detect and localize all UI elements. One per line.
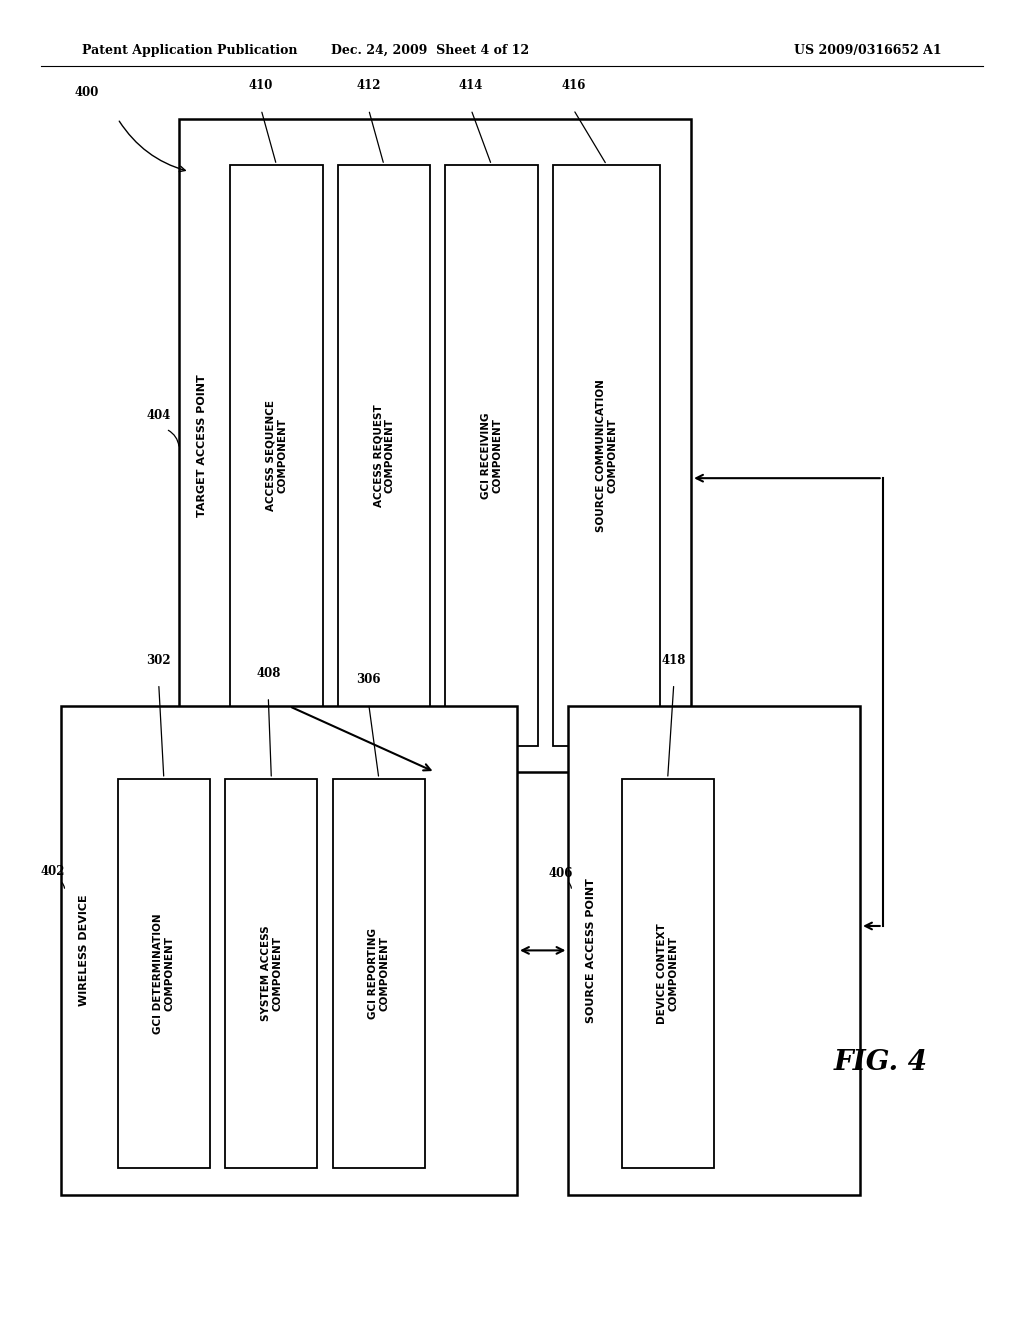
Text: 400: 400 (75, 86, 99, 99)
Text: FIG. 4: FIG. 4 (834, 1049, 928, 1076)
Text: ACCESS REQUEST
COMPONENT: ACCESS REQUEST COMPONENT (373, 404, 395, 507)
Text: Patent Application Publication: Patent Application Publication (82, 44, 297, 57)
FancyBboxPatch shape (622, 779, 714, 1168)
Text: 414: 414 (459, 79, 483, 92)
FancyBboxPatch shape (230, 165, 323, 746)
Text: ACCESS SEQUENCE
COMPONENT: ACCESS SEQUENCE COMPONENT (265, 400, 288, 511)
Text: SOURCE COMMUNICATION
COMPONENT: SOURCE COMMUNICATION COMPONENT (596, 379, 617, 532)
Text: SOURCE ACCESS POINT: SOURCE ACCESS POINT (586, 878, 596, 1023)
Text: GCI REPORTING
COMPONENT: GCI REPORTING COMPONENT (368, 928, 390, 1019)
Text: US 2009/0316652 A1: US 2009/0316652 A1 (795, 44, 942, 57)
FancyBboxPatch shape (338, 165, 430, 746)
FancyBboxPatch shape (179, 119, 691, 772)
FancyBboxPatch shape (118, 779, 210, 1168)
FancyBboxPatch shape (445, 165, 538, 746)
FancyBboxPatch shape (553, 165, 660, 746)
FancyBboxPatch shape (225, 779, 317, 1168)
Text: 418: 418 (662, 653, 686, 667)
Text: 402: 402 (41, 865, 66, 878)
Text: DEVICE CONTEXT
COMPONENT: DEVICE CONTEXT COMPONENT (656, 923, 679, 1024)
FancyBboxPatch shape (333, 779, 425, 1168)
Text: 412: 412 (356, 79, 381, 92)
Text: 416: 416 (561, 79, 586, 92)
Text: GCI RECEIVING
COMPONENT: GCI RECEIVING COMPONENT (480, 412, 503, 499)
Text: Dec. 24, 2009  Sheet 4 of 12: Dec. 24, 2009 Sheet 4 of 12 (331, 44, 529, 57)
Text: SYSTEM ACCESS
COMPONENT: SYSTEM ACCESS COMPONENT (260, 925, 283, 1022)
Text: GCI DETERMINATION
COMPONENT: GCI DETERMINATION COMPONENT (153, 913, 175, 1034)
Text: 406: 406 (549, 867, 573, 880)
Text: 302: 302 (146, 653, 171, 667)
Text: 404: 404 (146, 409, 171, 422)
Text: WIRELESS DEVICE: WIRELESS DEVICE (79, 895, 89, 1006)
Text: 410: 410 (249, 79, 273, 92)
Text: 306: 306 (356, 673, 381, 686)
Text: TARGET ACCESS POINT: TARGET ACCESS POINT (197, 374, 207, 517)
Text: 408: 408 (256, 667, 281, 680)
FancyBboxPatch shape (61, 706, 517, 1195)
FancyBboxPatch shape (568, 706, 860, 1195)
